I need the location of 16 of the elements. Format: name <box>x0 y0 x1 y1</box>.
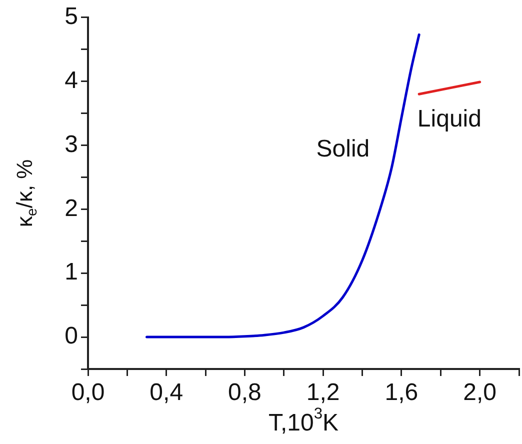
y-tick-label: 3 <box>64 130 78 158</box>
y-tick-label: 1 <box>64 258 78 286</box>
x-tick-label: 0,0 <box>71 379 105 406</box>
x-tick-label: 1,2 <box>306 379 340 406</box>
y-tick-label: 4 <box>64 66 78 94</box>
y-tick-label: 0 <box>64 322 78 350</box>
y-tick-label: 5 <box>64 3 78 30</box>
x-tick-label: 0,8 <box>228 379 262 406</box>
x-tick-label: 1,6 <box>384 379 418 406</box>
x-tick-label: 2,0 <box>463 379 497 406</box>
series-label: Solid <box>316 135 370 162</box>
x-tick-label: 0,4 <box>150 379 184 406</box>
line-series <box>146 33 420 338</box>
y-tick-label: 2 <box>64 194 78 222</box>
y-axis-title: κe/κ, % <box>12 159 41 228</box>
series-label: Liquid <box>417 106 482 133</box>
